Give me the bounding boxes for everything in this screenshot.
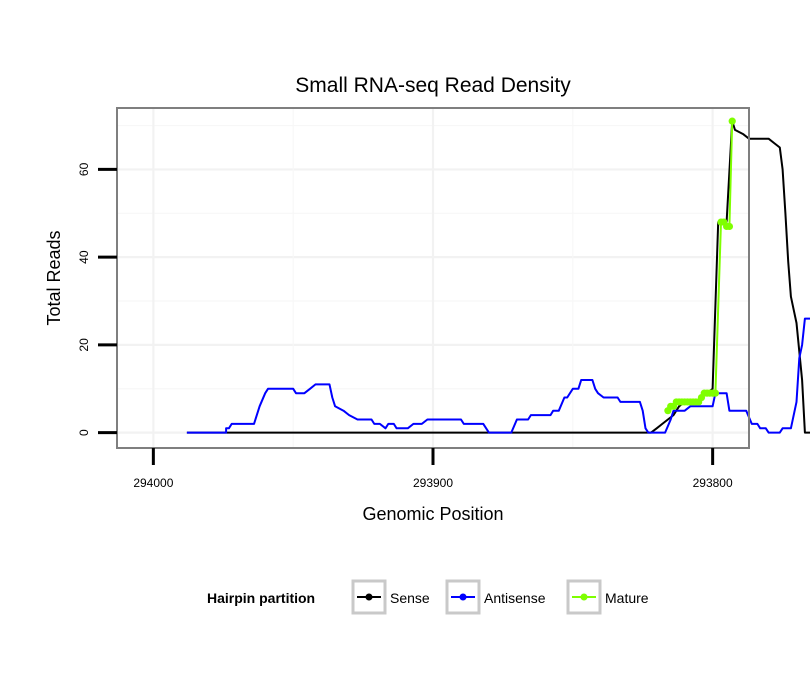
y-tick-label: 20 bbox=[77, 338, 91, 352]
legend-label-antisense: Antisense bbox=[484, 590, 546, 606]
legend: Hairpin partition Sense Antisense Mature bbox=[207, 579, 649, 615]
legend-point-sense bbox=[365, 593, 373, 601]
legend-label-sense: Sense bbox=[390, 590, 430, 606]
series-line-antisense bbox=[186, 317, 810, 434]
x-axis: 294000 293900 293800 bbox=[133, 448, 733, 490]
x-tick-label: 293800 bbox=[693, 476, 733, 490]
data-point-mature bbox=[728, 117, 736, 125]
legend-point-antisense bbox=[459, 593, 467, 601]
data-point-mature bbox=[725, 222, 734, 231]
chart-title: Small RNA-seq Read Density bbox=[295, 74, 571, 97]
y-tick-label: 40 bbox=[77, 250, 91, 264]
y-tick-label: 0 bbox=[77, 429, 91, 436]
x-tick-label: 293900 bbox=[413, 476, 453, 490]
legend-label-mature: Mature bbox=[605, 590, 649, 606]
legend-title: Hairpin partition bbox=[207, 590, 315, 606]
series-layer bbox=[186, 117, 810, 434]
data-point-mature bbox=[711, 389, 720, 397]
y-axis-title: Total Reads bbox=[44, 230, 64, 325]
y-tick-label: 60 bbox=[77, 162, 91, 176]
x-axis-title: Genomic Position bbox=[362, 504, 503, 524]
series-line-sense bbox=[186, 120, 810, 434]
x-tick-label: 294000 bbox=[133, 476, 173, 490]
y-axis: 0 20 40 60 bbox=[77, 162, 117, 436]
legend-point-mature bbox=[580, 593, 588, 601]
gridlines bbox=[117, 108, 749, 448]
